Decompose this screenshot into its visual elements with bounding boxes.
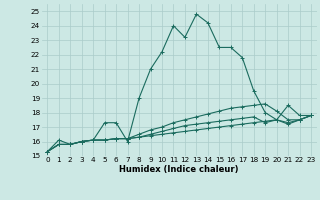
X-axis label: Humidex (Indice chaleur): Humidex (Indice chaleur) xyxy=(119,165,239,174)
